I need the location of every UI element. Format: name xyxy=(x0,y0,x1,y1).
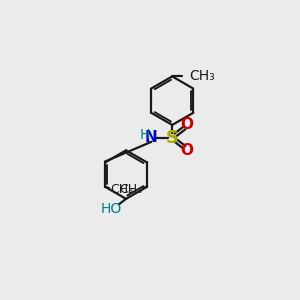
Text: H: H xyxy=(139,128,150,142)
Text: HO: HO xyxy=(100,202,122,216)
Text: N: N xyxy=(145,130,158,145)
Text: O: O xyxy=(180,143,193,158)
Text: S: S xyxy=(166,129,179,147)
Text: O: O xyxy=(180,117,193,132)
Text: CH₃: CH₃ xyxy=(119,182,142,196)
Text: CH₃: CH₃ xyxy=(110,182,133,196)
Text: CH₃: CH₃ xyxy=(189,69,214,83)
